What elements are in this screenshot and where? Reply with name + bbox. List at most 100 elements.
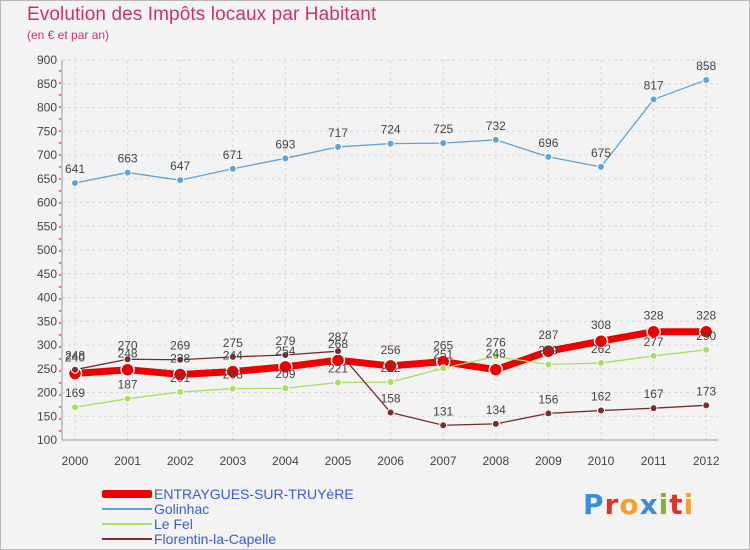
data-point bbox=[439, 421, 448, 430]
data-label: 308 bbox=[591, 318, 611, 332]
y-tick-label: 900 bbox=[37, 53, 57, 67]
y-tick-label: 650 bbox=[37, 172, 57, 186]
x-tick-label: 2011 bbox=[641, 454, 667, 468]
data-label: 208 bbox=[223, 368, 243, 382]
data-point bbox=[386, 378, 395, 387]
legend-label: Florentin-la-Capelle bbox=[154, 531, 277, 547]
legend-swatch bbox=[102, 490, 152, 498]
data-point bbox=[123, 355, 132, 364]
data-label: 209 bbox=[275, 367, 295, 381]
data-point bbox=[281, 154, 290, 163]
data-label: 259 bbox=[538, 343, 558, 357]
data-point bbox=[544, 152, 553, 161]
data-label: 248 bbox=[65, 349, 85, 363]
data-label: 287 bbox=[538, 328, 558, 342]
data-label: 287 bbox=[328, 330, 348, 344]
x-tick-label: 2001 bbox=[114, 454, 141, 468]
data-point bbox=[488, 362, 504, 377]
logo-letter: t bbox=[669, 488, 684, 521]
logo-letter: x bbox=[639, 488, 659, 521]
proxiti-logo: Proxiti bbox=[583, 488, 694, 521]
legend-item-entraygues: ENTRAYGUES-SUR-TRUYèRE bbox=[102, 486, 354, 502]
data-point bbox=[71, 403, 79, 412]
data-label: 858 bbox=[696, 59, 716, 73]
data-point bbox=[439, 364, 448, 373]
data-point bbox=[228, 352, 237, 361]
data-point bbox=[597, 162, 605, 171]
data-point bbox=[334, 142, 342, 151]
data-label: 693 bbox=[275, 137, 295, 151]
data-point bbox=[491, 352, 500, 361]
data-point bbox=[120, 362, 135, 377]
data-point bbox=[439, 139, 448, 148]
x-tick-label: 2009 bbox=[535, 454, 562, 468]
x-tick-label: 2010 bbox=[588, 454, 615, 468]
y-tick-label: 100 bbox=[37, 433, 57, 447]
data-label: 158 bbox=[381, 391, 401, 405]
data-label: 277 bbox=[644, 335, 664, 349]
data-point bbox=[698, 324, 714, 339]
data-label: 244 bbox=[223, 349, 243, 363]
data-point bbox=[491, 135, 500, 144]
x-tick-label: 2012 bbox=[693, 454, 720, 468]
data-point bbox=[649, 95, 658, 104]
data-point bbox=[383, 358, 398, 374]
x-tick-label: 2003 bbox=[219, 454, 246, 468]
data-label: 724 bbox=[381, 123, 401, 137]
x-tick-label: 2000 bbox=[62, 454, 89, 468]
y-tick-label: 350 bbox=[37, 314, 57, 328]
data-point bbox=[702, 75, 711, 84]
y-tick-label: 700 bbox=[37, 148, 57, 162]
data-label: 275 bbox=[223, 336, 243, 350]
data-label: 725 bbox=[433, 122, 453, 136]
data-point bbox=[176, 388, 185, 397]
data-label: 671 bbox=[223, 148, 243, 162]
data-label: 173 bbox=[696, 384, 716, 398]
x-tick-label: 2002 bbox=[167, 454, 194, 468]
y-tick-label: 400 bbox=[37, 291, 57, 305]
legend-label: Le Fel bbox=[154, 516, 193, 532]
data-point bbox=[71, 365, 79, 374]
data-point bbox=[228, 384, 237, 393]
data-point bbox=[649, 404, 658, 413]
data-label: 279 bbox=[275, 334, 295, 348]
data-point bbox=[334, 347, 342, 356]
legend-swatch bbox=[102, 523, 152, 525]
data-point bbox=[702, 345, 711, 354]
data-label: 717 bbox=[328, 126, 348, 140]
data-point bbox=[541, 343, 556, 359]
legend-label: ENTRAYGUES-SUR-TRUYèRE bbox=[154, 486, 354, 502]
x-tick-label: 2005 bbox=[325, 454, 352, 468]
data-point bbox=[544, 409, 553, 418]
data-point bbox=[281, 384, 290, 393]
legend-item-florentin: Florentin-la-Capelle bbox=[102, 531, 276, 547]
data-label: 276 bbox=[486, 335, 506, 349]
data-label: 167 bbox=[644, 387, 664, 401]
logo-letter: P bbox=[583, 488, 605, 521]
y-tick-label: 250 bbox=[37, 362, 57, 376]
data-label: 248 bbox=[486, 347, 506, 361]
logo-letter: i bbox=[658, 488, 670, 521]
data-label: 251 bbox=[433, 347, 453, 361]
data-label: 268 bbox=[328, 337, 348, 351]
x-tick-label: 2006 bbox=[377, 454, 404, 468]
data-point bbox=[225, 364, 241, 379]
data-label: 156 bbox=[538, 392, 558, 406]
data-point bbox=[281, 350, 290, 359]
x-tick-label: 2007 bbox=[430, 454, 457, 468]
data-label: 663 bbox=[118, 152, 138, 166]
data-label: 162 bbox=[591, 390, 611, 404]
y-tick-label: 200 bbox=[37, 386, 57, 400]
data-label: 647 bbox=[170, 159, 190, 173]
y-tick-label: 500 bbox=[37, 243, 57, 257]
y-tick-label: 850 bbox=[37, 77, 57, 91]
data-point bbox=[176, 355, 185, 364]
data-point bbox=[228, 164, 237, 173]
data-point bbox=[123, 394, 132, 403]
data-label: 290 bbox=[696, 329, 716, 343]
data-point bbox=[123, 168, 132, 177]
data-point bbox=[278, 359, 293, 375]
data-point bbox=[386, 139, 395, 148]
chart-subtitle: (en € et par an) bbox=[27, 28, 110, 42]
